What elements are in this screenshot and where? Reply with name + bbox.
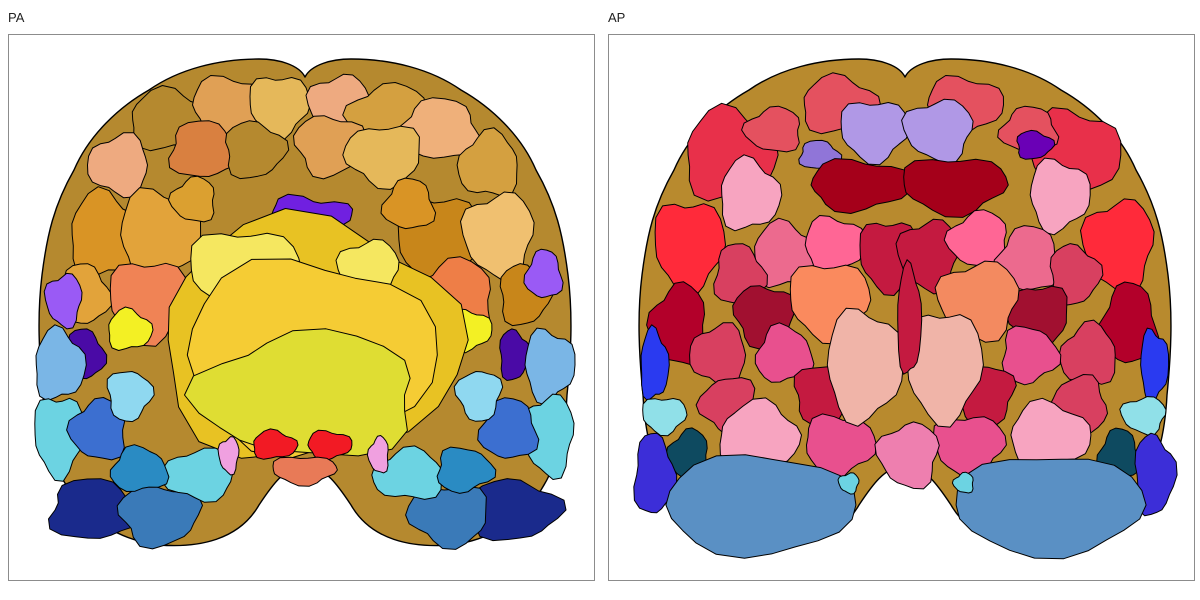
- region-pa-purple-right: [523, 248, 564, 299]
- region-ap-blue-right: [1140, 327, 1170, 406]
- region-ap-blue-left: [640, 324, 670, 402]
- region-pa-red-left: [253, 428, 299, 460]
- region-pa-purple-deep-right: [499, 328, 532, 381]
- region-pa-cortex-6: [168, 120, 245, 177]
- region-pa-blue-1: [524, 327, 576, 406]
- region-pa-red-right: [307, 429, 353, 462]
- region-pa-blue-13: [436, 446, 497, 494]
- panel-title-ap: AP: [608, 10, 626, 25]
- region-ap-pink-upper-right: [1029, 157, 1091, 236]
- brain-atlas-ap-svg: [633, 58, 1178, 560]
- region-pa-gold-5: [380, 177, 437, 230]
- region-ap-cerebellum-right: [955, 458, 1147, 560]
- region-ap-cyan-left: [642, 398, 688, 437]
- region-ap-cyan-small-right: [951, 471, 974, 494]
- region-ap-purple-right: [1016, 129, 1056, 160]
- region-ap-indigo-left: [633, 432, 678, 514]
- region-pa-blue-0: [35, 324, 87, 402]
- region-ap-salmon-left: [826, 307, 904, 427]
- brain-atlas-pa-svg: [34, 58, 576, 550]
- region-pa-blue-14: [106, 371, 155, 423]
- region-pa-blue-6: [48, 478, 146, 539]
- region-ap-cerebellum-left: [665, 454, 857, 559]
- region-ap-ring-2: [654, 203, 726, 298]
- region-ap-cyan-right: [1119, 396, 1167, 436]
- panel-ap-brain-view: [608, 34, 1195, 581]
- region-pa-blue-12: [109, 444, 170, 492]
- region-ap-lilac-right: [901, 98, 974, 164]
- region-pa-cortex-2: [249, 77, 311, 141]
- region-ap-crimson-right: [903, 158, 1009, 218]
- region-pa-pink-left: [217, 436, 240, 476]
- panel-title-pa: PA: [8, 10, 25, 25]
- panel-pa-brain-view: [8, 34, 595, 581]
- region-pa-salmon-bottom: [272, 456, 338, 487]
- region-ap-pink-upper-left: [721, 154, 783, 232]
- region-ap-midline: [897, 259, 923, 375]
- region-ap-cyan-small-left: [837, 472, 860, 495]
- region-ap-mosaic-13: [1001, 325, 1062, 386]
- region-ap-crimson-left: [810, 158, 912, 214]
- region-pa-blue-11: [371, 445, 443, 500]
- region-pa-cortex-7: [225, 120, 290, 180]
- region-ap-mosaic-22: [874, 421, 940, 490]
- region-pa-gold-4: [168, 175, 215, 223]
- region-pa-pink-right: [366, 435, 389, 474]
- region-ap-indigo-right: [1134, 432, 1178, 517]
- region-ap-top-far-left: [741, 105, 800, 153]
- region-pa-blue-15: [453, 371, 504, 422]
- region-ap-lilac-left: [840, 102, 910, 166]
- region-pa-purple-left: [43, 272, 83, 330]
- region-pa-yellow-left: [108, 306, 154, 351]
